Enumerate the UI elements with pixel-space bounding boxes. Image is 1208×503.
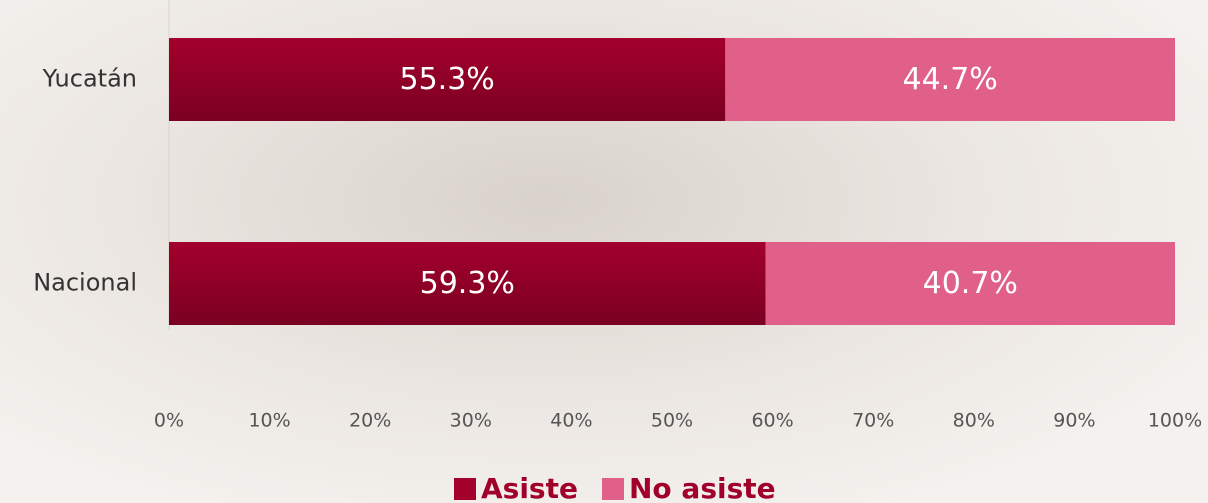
x-tick-label: 40% bbox=[550, 410, 592, 432]
value-label: 44.7% bbox=[903, 62, 998, 97]
legend-label: No asiste bbox=[629, 472, 776, 503]
x-tick-label: 30% bbox=[450, 410, 492, 432]
x-tick-label: 80% bbox=[953, 410, 995, 432]
x-tick-label: 100% bbox=[1148, 410, 1202, 432]
value-label: 59.3% bbox=[420, 266, 515, 301]
x-tick-label: 60% bbox=[751, 410, 793, 432]
x-tick-label: 10% bbox=[248, 410, 290, 432]
x-tick-label: 50% bbox=[651, 410, 693, 432]
legend-swatch bbox=[454, 478, 476, 500]
category-label: Nacional bbox=[33, 269, 137, 297]
value-label: 55.3% bbox=[400, 62, 495, 97]
category-label: Yucatán bbox=[42, 65, 137, 93]
page: {"chart_data": {"type": "bar", "horizont… bbox=[0, 0, 1208, 503]
chart: 0% 10% 20% 30% 40% 50% 60% 70% 80% 90% 100% Yucatán… bbox=[0, 0, 1208, 503]
value-label: 40.7% bbox=[923, 266, 1018, 301]
legend-label: Asiste bbox=[481, 472, 578, 503]
x-tick-label: 20% bbox=[349, 410, 391, 432]
legend-swatch bbox=[602, 478, 624, 500]
x-tick-label: 70% bbox=[852, 410, 894, 432]
x-tick-label: 90% bbox=[1053, 410, 1095, 432]
x-tick-label: 0% bbox=[154, 410, 184, 432]
